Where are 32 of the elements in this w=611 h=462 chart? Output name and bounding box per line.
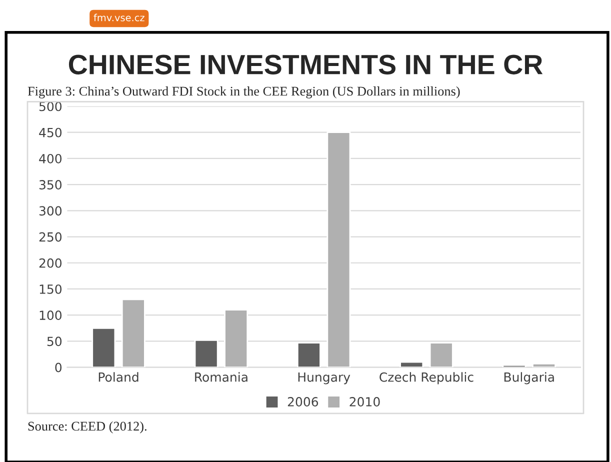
x-tick-label: Poland — [98, 372, 138, 382]
y-tick-label: 0 — [55, 362, 62, 372]
y-tick-label: 350 — [39, 180, 62, 190]
chart-subtitle: Figure 3: China’s Outward FDI Stock in the CEE Region (US Dollars in millions) — [28, 86, 460, 98]
y-tick-label: 500 — [39, 102, 62, 112]
bar — [326, 132, 351, 368]
y-tick-label: 100 — [40, 310, 62, 320]
legend-label: 2006 — [288, 397, 318, 406]
bar — [194, 339, 218, 368]
bar — [224, 309, 248, 368]
y-tick-label: 300 — [39, 206, 62, 216]
y-tick-label: 250 — [39, 232, 62, 242]
legend-label: 2010 — [350, 397, 380, 406]
y-tick-label: 50 — [47, 336, 62, 346]
text: fmv.vse.cz — [94, 14, 144, 22]
x-tick-label: Czech Republic — [380, 372, 474, 384]
chart-title: CHINESE INVESTMENTS IN THE CR — [68, 54, 543, 74]
y-tick-label: 150 — [40, 284, 62, 294]
bar — [121, 298, 146, 368]
x-tick-label: Bulgaria — [504, 372, 554, 384]
x-tick-label: Hungary — [298, 372, 350, 384]
bar — [429, 342, 454, 368]
y-tick-label: 200 — [39, 258, 62, 268]
bar — [296, 342, 321, 368]
bar — [92, 327, 116, 368]
x-tick-label: Romania — [195, 372, 248, 382]
bar — [532, 362, 556, 368]
bar — [400, 361, 424, 368]
y-tick-label: 450 — [39, 128, 62, 138]
bar — [502, 364, 526, 368]
source-note: Source: CEED (2012). — [28, 421, 146, 434]
y-tick-label: 400 — [39, 154, 62, 164]
